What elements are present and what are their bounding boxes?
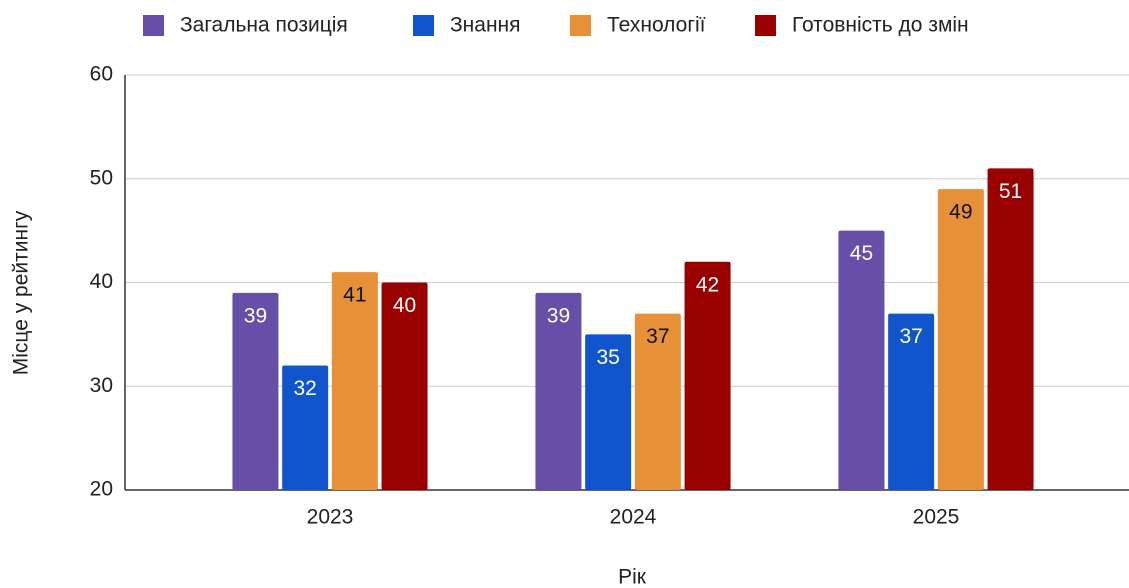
y-tick-label: 50	[90, 166, 113, 189]
x-tick-label: 2024	[610, 506, 657, 529]
x-axis-label: Рік	[618, 566, 647, 588]
legend-swatch	[413, 15, 434, 36]
bar	[937, 189, 984, 490]
data-label: 49	[949, 201, 972, 224]
legend-swatch	[570, 15, 591, 36]
bar	[987, 168, 1034, 490]
data-label: 39	[244, 304, 267, 327]
y-tick-label: 40	[90, 270, 113, 293]
x-tick-label: 2023	[307, 506, 354, 529]
data-label: 42	[696, 273, 719, 296]
legend-label: Загальна позиція	[180, 14, 348, 37]
bar	[684, 261, 731, 490]
x-tick-label: 2025	[913, 506, 960, 529]
data-label: 40	[393, 294, 416, 317]
y-tick-label: 60	[90, 63, 113, 86]
data-label: 35	[596, 346, 619, 369]
data-label: 39	[547, 304, 570, 327]
data-label: 37	[646, 325, 669, 348]
bar	[331, 272, 378, 490]
legend-label: Знання	[450, 14, 521, 37]
bar	[888, 313, 935, 490]
bar	[535, 292, 582, 490]
bar	[381, 282, 428, 490]
legend-label: Готовність до змін	[792, 14, 969, 37]
legend-swatch	[755, 15, 776, 36]
data-label: 41	[343, 284, 366, 307]
bar	[838, 230, 885, 490]
bar	[585, 334, 632, 490]
y-axis-label: Місце у рейтингу	[10, 210, 33, 375]
legend-swatch	[143, 15, 164, 36]
y-tick-label: 20	[90, 478, 113, 501]
data-label: 51	[999, 180, 1022, 203]
data-label: 37	[899, 325, 922, 348]
y-tick-label: 30	[90, 374, 113, 397]
data-label: 32	[293, 377, 316, 400]
legend-label: Технології	[607, 14, 706, 37]
bar	[634, 313, 681, 490]
bar	[282, 365, 329, 490]
data-label: 45	[850, 242, 873, 265]
bar	[232, 292, 279, 490]
